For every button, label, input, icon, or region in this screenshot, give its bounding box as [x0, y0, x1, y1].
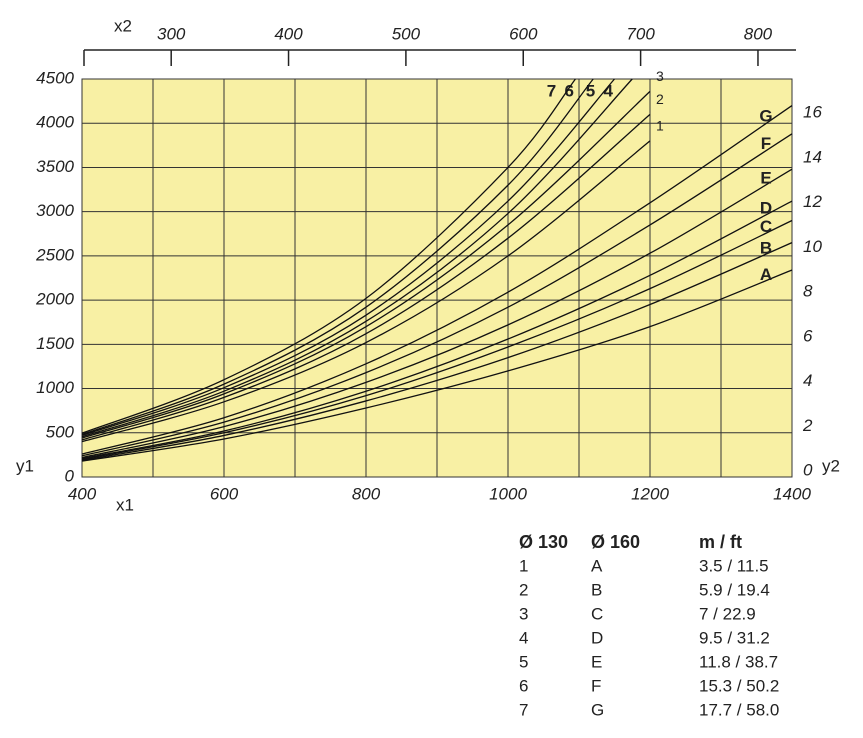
- curve-label: 5: [586, 81, 595, 100]
- y1-tick-label: 3500: [36, 157, 74, 176]
- x2-tick-label: 700: [626, 24, 655, 43]
- table-cell: E: [591, 652, 602, 671]
- y1-tick-label: 4000: [36, 113, 74, 132]
- curve: [81, 168, 793, 459]
- table-header: Ø 130: [519, 532, 568, 552]
- y2-tick-label: 2: [802, 416, 813, 435]
- x2-axis-label: x2: [114, 16, 132, 35]
- x1-tick-label: 600: [210, 484, 239, 503]
- x2-tick-label: 400: [274, 24, 303, 43]
- table-cell: 15.3 / 50.2: [699, 676, 779, 695]
- curve: [81, 200, 793, 460]
- curve-label: 4: [604, 81, 614, 100]
- x1-tick-label: 1400: [773, 484, 811, 503]
- x1-axis-label: x1: [116, 495, 134, 514]
- curve: [81, 90, 651, 439]
- curve-label: G: [759, 107, 772, 126]
- y1-tick-label: 0: [65, 466, 75, 485]
- y1-axis-label: y1: [16, 456, 34, 475]
- x1-tick-label: 800: [352, 484, 381, 503]
- y2-tick-label: 16: [803, 103, 822, 122]
- x2-tick-label: 300: [157, 24, 186, 43]
- table-cell: 3.5 / 11.5: [699, 556, 769, 575]
- table-cell: F: [591, 676, 601, 695]
- curve: [81, 269, 793, 462]
- table-cell: 17.7 / 58.0: [699, 700, 779, 719]
- table-cell: 9.5 / 31.2: [699, 628, 770, 647]
- y1-tick-label: 2500: [35, 245, 74, 264]
- curve-label: 6: [564, 81, 573, 100]
- table-header: m / ft: [699, 532, 742, 552]
- y1-tick-label: 3000: [36, 201, 74, 220]
- curve-label: 2: [656, 91, 664, 107]
- table-cell: 5.9 / 19.4: [699, 580, 770, 599]
- curve: [81, 219, 793, 460]
- curve-label: 1: [656, 118, 664, 134]
- table-cell: 4: [519, 628, 528, 647]
- table-cell: 6: [519, 676, 528, 695]
- y2-tick-label: 6: [803, 326, 813, 345]
- curve: [81, 78, 633, 438]
- table-cell: G: [591, 700, 604, 719]
- curve: [81, 133, 793, 457]
- curve-label: D: [760, 199, 772, 218]
- table-cell: 11.8 / 38.7: [699, 652, 778, 671]
- curve-label: F: [761, 134, 771, 153]
- y1-tick-label: 2000: [35, 290, 74, 309]
- y1-tick-label: 1500: [36, 334, 74, 353]
- x2-tick-label: 600: [509, 24, 538, 43]
- x2-tick-label: 800: [744, 24, 773, 43]
- table-cell: 2: [519, 580, 528, 599]
- y2-tick-label: 4: [803, 371, 812, 390]
- y2-tick-label: 8: [803, 282, 813, 301]
- curve: [81, 78, 594, 436]
- curve: [81, 113, 651, 441]
- curve-label: A: [760, 265, 772, 284]
- plot-border: [81, 78, 793, 478]
- curve: [81, 104, 793, 455]
- y1-tick-label: 1000: [36, 378, 74, 397]
- y1-tick-label: 500: [46, 422, 75, 441]
- table-cell: 7: [519, 700, 528, 719]
- table-cell: D: [591, 628, 603, 647]
- y2-axis-label: y2: [822, 456, 840, 475]
- table-cell: B: [591, 580, 602, 599]
- x2-tick-label: 500: [392, 24, 421, 43]
- table-cell: C: [591, 604, 603, 623]
- x1-tick-label: 400: [68, 484, 97, 503]
- curve-label: E: [760, 168, 771, 187]
- curve: [81, 140, 651, 443]
- table-cell: 1: [519, 556, 528, 575]
- curve: [81, 242, 793, 461]
- table-cell: 7 / 22.9: [699, 604, 756, 623]
- x1-tick-label: 1000: [489, 484, 527, 503]
- x1-tick-label: 1200: [631, 484, 669, 503]
- curve: [81, 78, 576, 434]
- table-header: Ø 160: [591, 532, 640, 552]
- y2-tick-label: 12: [803, 192, 822, 211]
- curve-label: 7: [547, 81, 556, 100]
- curve: [81, 78, 615, 437]
- y2-tick-label: 14: [803, 147, 822, 166]
- table-cell: A: [591, 556, 603, 575]
- curve-label: B: [760, 238, 772, 257]
- curve-label: 3: [656, 68, 664, 84]
- y2-tick-label: 10: [803, 237, 822, 256]
- y1-tick-label: 4500: [36, 68, 74, 87]
- y2-tick-label: 0: [803, 460, 813, 479]
- table-cell: 5: [519, 652, 528, 671]
- curve-label: C: [760, 217, 772, 236]
- table-cell: 3: [519, 604, 528, 623]
